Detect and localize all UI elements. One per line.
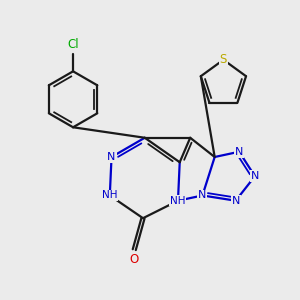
Text: N: N [107,152,116,162]
Text: N: N [232,196,240,206]
Text: N: N [198,190,207,200]
Text: N: N [235,147,243,157]
Text: O: O [130,253,139,266]
Text: S: S [220,53,227,66]
Text: Cl: Cl [67,38,79,51]
Text: NH: NH [102,190,118,200]
Text: N: N [251,171,259,181]
Text: NH: NH [170,196,186,206]
